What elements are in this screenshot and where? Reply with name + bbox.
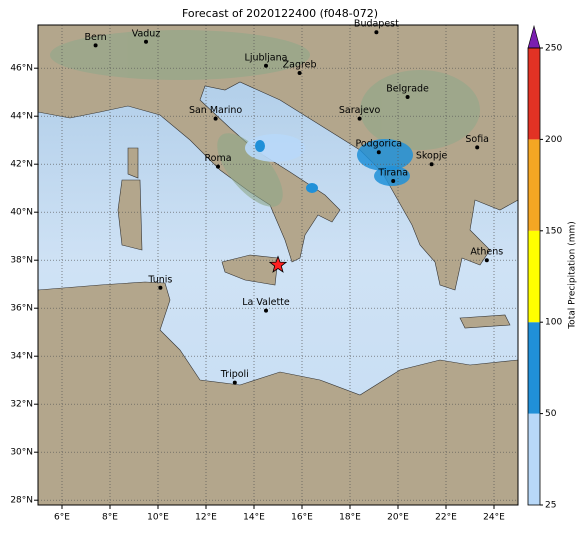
x-tick-label: 8°E [102, 513, 118, 523]
y-tick-label: 28°N [10, 496, 33, 506]
city-dot [475, 145, 480, 150]
city-dot [93, 43, 98, 48]
colorbar-tick-label: 50 [545, 409, 557, 419]
city-dot [429, 162, 434, 167]
city-label: Zagreb [283, 60, 317, 71]
title: Forecast of 2020122400 (f048-072) [182, 7, 378, 20]
city-dot [376, 150, 381, 155]
relief [50, 30, 480, 207]
city-label: Vaduz [132, 28, 161, 39]
city-dot [144, 39, 148, 44]
colorbar-tick-label: 25 [545, 501, 556, 511]
city-label: Athens [470, 247, 503, 258]
colorbar-tick-label: 150 [545, 226, 562, 236]
colorbar-segment [528, 230, 540, 323]
colorbar-segment [528, 139, 540, 231]
y-tick-label: 34°N [10, 352, 33, 362]
x-tick-label: 22°E [435, 513, 457, 523]
y-tick-label: 30°N [10, 448, 33, 458]
colorbar-tick-label: 250 [545, 44, 562, 54]
city-dot [264, 63, 268, 68]
event-star [268, 255, 288, 273]
city-dot [405, 95, 410, 99]
city-dot [297, 71, 302, 75]
city-label: Budapest [354, 19, 399, 30]
colorbar-segment [528, 413, 540, 505]
x-tick-label: 20°E [387, 513, 409, 523]
city-label: Sarajevo [339, 105, 381, 116]
colorbar-tick-label: 200 [545, 135, 562, 145]
city-label: San Marino [189, 105, 242, 116]
x-tick-label: 24°E [483, 513, 505, 523]
x-tick-label: 6°E [54, 513, 70, 523]
city-label: Belgrade [386, 84, 429, 95]
city-dot [391, 179, 396, 183]
city-label: Ljubljana [245, 52, 288, 63]
y-tick-label: 36°N [10, 304, 33, 314]
city-label: Tripoli [220, 369, 249, 380]
y-tick-label: 44°N [10, 112, 33, 122]
colorbar-frame [527, 47, 541, 506]
x-tick-label: 12°E [195, 513, 217, 523]
colorbar-extend [527, 24, 541, 49]
city-dot [484, 258, 489, 263]
x-tick-label: 18°E [339, 513, 361, 523]
city-label: Sofia [465, 134, 489, 145]
city-label: Tunis [147, 274, 172, 285]
y-tick-label: 42°N [10, 160, 33, 170]
colorbar-segment [528, 322, 540, 414]
city-dot [357, 116, 362, 121]
colorbar-tick-label: 100 [545, 318, 562, 328]
x-tick-label: 16°E [291, 513, 313, 523]
colorbar-segment [528, 48, 540, 140]
city-label: Skopje [416, 151, 448, 162]
x-tick-label: 10°E [147, 513, 169, 523]
y-tick-label: 46°N [10, 64, 33, 74]
map-area [38, 25, 518, 505]
y-tick-label: 32°N [10, 400, 33, 410]
x-tick-label: 14°E [243, 513, 265, 523]
city-label: La Valette [242, 297, 290, 308]
city-dot [232, 380, 237, 385]
city-dot [213, 116, 218, 121]
city-dot [158, 285, 163, 290]
precip-area [245, 134, 413, 193]
y-tick-label: 38°N [10, 256, 33, 266]
map-frame [37, 24, 519, 506]
colorbar-label: Total Precipitation (mm) [568, 221, 578, 330]
city-label: Tirana [377, 168, 408, 179]
y-tick-label: 40°N [10, 208, 33, 218]
city-label: Bern [85, 32, 107, 43]
city-dot [374, 30, 379, 35]
city-dot [216, 164, 220, 169]
city-label: Roma [204, 153, 231, 164]
city-label: Podgorica [355, 139, 402, 150]
city-dot [264, 308, 268, 313]
